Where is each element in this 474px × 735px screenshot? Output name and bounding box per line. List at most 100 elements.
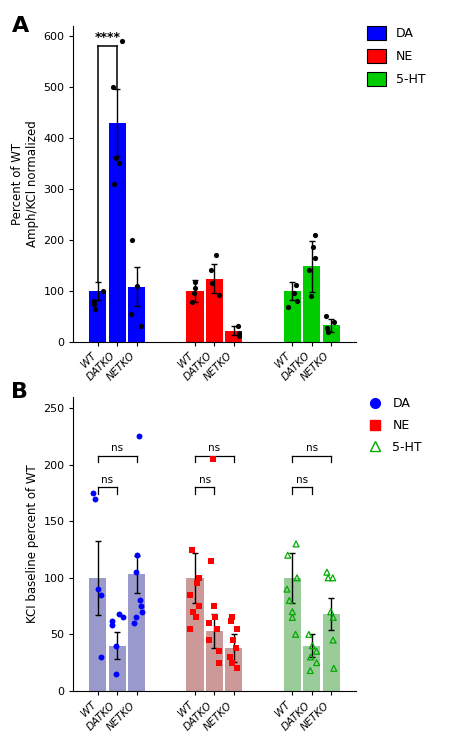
Point [191,276,199,287]
Bar [225,648,243,691]
Point [313,657,320,669]
Point [189,606,196,617]
Point [137,320,145,332]
Legend: DA, NE, 5-HT: DA, NE, 5-HT [367,26,426,87]
Point [195,600,203,612]
Point [227,615,235,627]
Point [292,538,300,550]
Point [286,595,293,606]
Text: ****: **** [94,31,120,43]
Point [191,287,198,299]
Point [133,280,141,292]
Legend: DA, NE, 5-HT: DA, NE, 5-HT [367,398,422,453]
Point [311,252,319,264]
Point [234,320,242,332]
Point [330,662,337,674]
Point [132,566,139,578]
Point [235,327,242,339]
Point [138,606,146,617]
Text: ns: ns [199,475,211,485]
Point [132,612,140,623]
Point [289,612,296,623]
Point [137,595,144,606]
Bar [186,291,204,342]
Point [212,249,220,261]
Point [186,589,194,600]
Point [311,229,319,240]
Point [99,285,107,297]
Point [109,620,116,631]
Text: ns: ns [306,443,318,453]
Point [207,265,215,276]
Point [215,645,222,657]
Point [305,265,312,276]
Point [192,612,200,623]
Point [284,301,292,313]
Point [91,492,99,504]
Point [307,664,314,676]
Point [91,303,99,315]
Point [211,612,219,623]
Point [329,634,337,646]
Point [208,555,215,567]
Point [329,572,337,584]
Point [233,623,241,634]
Point [228,657,236,669]
Bar [284,291,301,342]
Point [228,612,236,623]
Point [205,617,213,629]
Bar [303,645,320,691]
Point [284,549,292,561]
Text: ns: ns [111,443,123,453]
Point [91,295,98,307]
Point [110,178,118,190]
Point [293,295,301,307]
Point [112,152,119,164]
Point [208,277,216,289]
Point [329,612,337,623]
Point [229,634,237,646]
Point [310,242,317,254]
Text: ns: ns [296,475,308,485]
Y-axis label: KCI baseline percent of WT: KCI baseline percent of WT [26,465,39,623]
Point [226,651,234,663]
Point [322,310,330,322]
Point [234,662,241,674]
Point [323,322,331,334]
Point [91,298,98,309]
Bar [284,578,301,691]
Point [309,639,316,651]
Point [307,290,315,302]
Point [186,623,194,634]
Bar [186,578,204,691]
Point [135,431,142,442]
Bar [89,578,106,691]
Point [188,544,196,556]
Point [213,623,220,634]
Bar [323,326,340,342]
Bar [225,331,243,342]
Point [235,330,243,342]
Point [191,282,198,294]
Text: B: B [11,382,28,402]
Text: ns: ns [209,443,220,453]
Bar [323,614,340,691]
Point [133,549,140,561]
Point [293,572,301,584]
Point [305,628,313,640]
Point [115,157,123,169]
Bar [109,645,126,691]
Point [109,81,117,93]
Point [119,612,127,623]
Point [195,572,203,584]
Point [130,617,137,629]
Point [210,600,218,612]
Point [313,645,320,657]
Point [94,584,102,595]
Point [109,615,116,627]
Point [118,35,125,47]
Point [205,634,213,646]
Point [137,600,145,612]
Point [327,606,335,617]
Y-axis label: Percent of WT
Amph/KCl normalized: Percent of WT Amph/KCl normalized [11,121,39,247]
